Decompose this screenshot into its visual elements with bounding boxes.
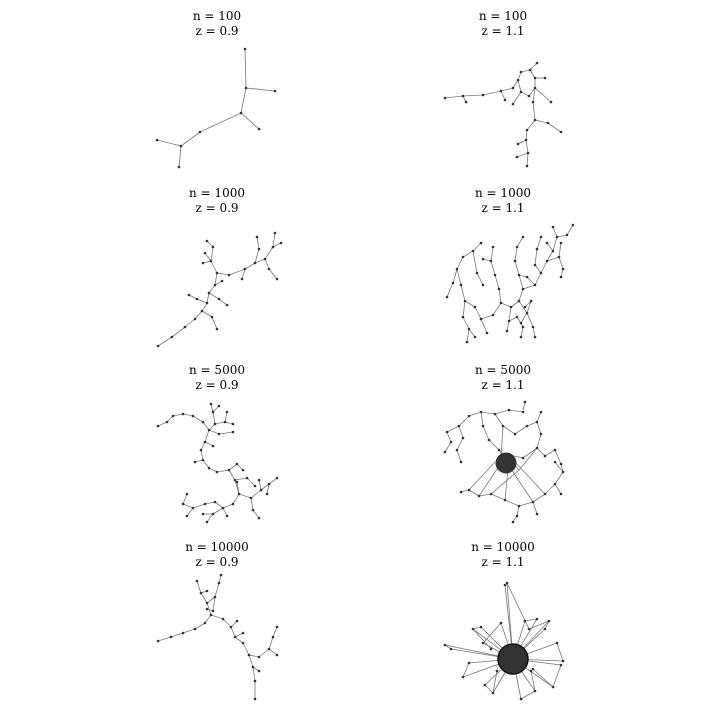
graph-nodes — [443, 61, 563, 168]
z-label: z = 1.1 — [481, 555, 525, 569]
panel-n5000-z11: n = 5000 z = 1.1 — [323, 354, 683, 532]
panel-title: n = 5000 z = 0.9 — [37, 363, 397, 393]
n-label: n = 100 — [478, 9, 528, 23]
graph-nodes — [156, 231, 283, 348]
n-label: n = 1000 — [475, 186, 531, 200]
z-label: z = 0.9 — [195, 378, 239, 392]
z-label: z = 0.9 — [195, 201, 239, 215]
graph-nodes — [445, 223, 575, 344]
panel-n1000-z11: n = 1000 z = 1.1 — [323, 177, 683, 355]
panel-title: n = 1000 z = 0.9 — [37, 186, 397, 216]
network-graph — [156, 402, 279, 524]
z-label: z = 0.9 — [195, 24, 239, 38]
graph-edges — [156, 48, 276, 168]
panel-title: n = 10000 z = 1.1 — [323, 540, 683, 570]
graph-edges — [446, 224, 574, 343]
n-label: n = 5000 — [475, 363, 531, 377]
panel-n100-z09: n = 100 z = 0.9 — [37, 0, 397, 178]
n-label: n = 100 — [192, 9, 242, 23]
graph-nodes — [156, 573, 279, 701]
graph-edges — [157, 574, 278, 699]
z-label: z = 1.1 — [481, 24, 525, 38]
panel-title: n = 1000 z = 1.1 — [323, 186, 683, 216]
network-graph — [445, 223, 575, 344]
graph-nodes — [156, 402, 279, 524]
network-graph — [156, 573, 279, 701]
panel-n10000-z11: n = 10000 z = 1.1 — [323, 531, 683, 709]
panel-n100-z11: n = 100 z = 1.1 — [323, 0, 683, 178]
n-label: n = 10000 — [471, 540, 535, 554]
giant-component — [497, 643, 529, 675]
giant-component — [495, 452, 517, 474]
graph-edges — [157, 403, 278, 523]
n-label: n = 10000 — [185, 540, 249, 554]
panel-n10000-z09: n = 10000 z = 0.9 — [37, 531, 397, 709]
graph-edges — [157, 232, 282, 347]
graph-edges — [444, 582, 564, 700]
n-label: n = 5000 — [189, 363, 245, 377]
panel-title: n = 5000 z = 1.1 — [323, 363, 683, 393]
panel-title: n = 100 z = 1.1 — [323, 9, 683, 39]
panel-n1000-z09: n = 1000 z = 0.9 — [37, 177, 397, 355]
graph-nodes — [443, 400, 565, 524]
network-graph — [156, 231, 283, 348]
network-graph — [443, 581, 565, 701]
network-graph — [443, 400, 565, 524]
network-graph — [155, 47, 277, 169]
graph-edges — [444, 62, 562, 167]
z-label: z = 1.1 — [481, 378, 525, 392]
graph-nodes — [443, 581, 565, 701]
z-label: z = 0.9 — [195, 555, 239, 569]
z-label: z = 1.1 — [481, 201, 525, 215]
panel-n5000-z09: n = 5000 z = 0.9 — [37, 354, 397, 532]
panel-title: n = 100 z = 0.9 — [37, 9, 397, 39]
n-label: n = 1000 — [189, 186, 245, 200]
network-graph — [443, 61, 563, 168]
panel-title: n = 10000 z = 0.9 — [37, 540, 397, 570]
graph-nodes — [155, 47, 277, 169]
